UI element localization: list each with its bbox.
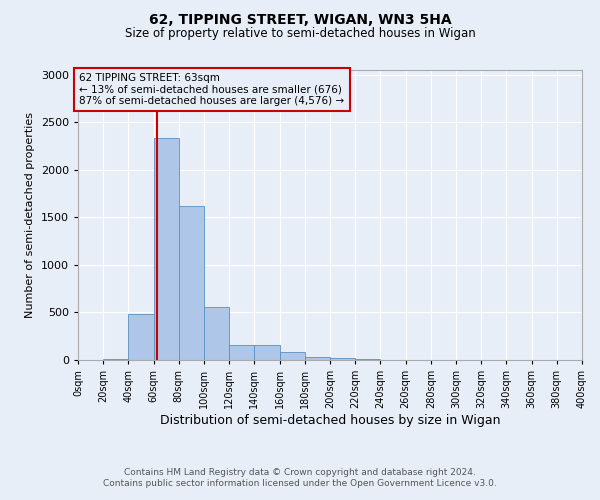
Text: 62 TIPPING STREET: 63sqm
← 13% of semi-detached houses are smaller (676)
87% of : 62 TIPPING STREET: 63sqm ← 13% of semi-d… xyxy=(79,73,344,106)
Bar xyxy=(204,307,229,360)
Bar xyxy=(305,356,330,360)
Bar xyxy=(103,359,128,360)
Text: Size of property relative to semi-detached houses in Wigan: Size of property relative to semi-detach… xyxy=(125,28,475,40)
Bar xyxy=(355,359,380,360)
Text: 62, TIPPING STREET, WIGAN, WN3 5HA: 62, TIPPING STREET, WIGAN, WN3 5HA xyxy=(149,12,451,26)
Bar xyxy=(128,314,154,360)
Bar xyxy=(229,345,254,360)
Bar xyxy=(280,352,305,360)
Text: Contains HM Land Registry data © Crown copyright and database right 2024.
Contai: Contains HM Land Registry data © Crown c… xyxy=(103,468,497,487)
Bar xyxy=(154,138,179,360)
Bar xyxy=(179,206,204,360)
Bar xyxy=(330,358,355,360)
Y-axis label: Number of semi-detached properties: Number of semi-detached properties xyxy=(25,112,35,318)
Bar xyxy=(254,346,280,360)
X-axis label: Distribution of semi-detached houses by size in Wigan: Distribution of semi-detached houses by … xyxy=(160,414,500,427)
